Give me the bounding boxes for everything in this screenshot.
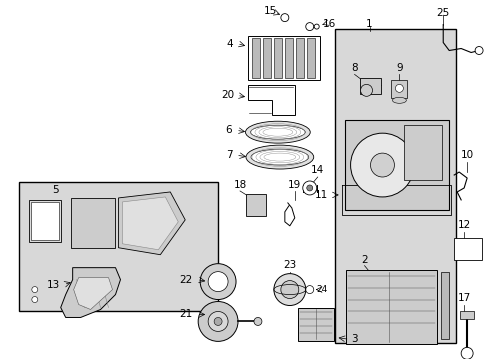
- Circle shape: [360, 84, 372, 96]
- Bar: [440, 272, 448, 339]
- Circle shape: [305, 23, 313, 31]
- Ellipse shape: [250, 149, 308, 165]
- Text: 15: 15: [264, 6, 277, 15]
- Bar: [344, 120, 448, 210]
- Text: 8: 8: [350, 63, 357, 73]
- Bar: [251, 37, 260, 78]
- Text: 7: 7: [225, 150, 232, 160]
- Circle shape: [306, 185, 312, 191]
- Circle shape: [253, 318, 262, 325]
- Text: 1: 1: [366, 19, 372, 28]
- Circle shape: [280, 14, 288, 22]
- Bar: [19, 182, 218, 311]
- Text: 23: 23: [283, 260, 296, 270]
- Text: 25: 25: [436, 8, 449, 18]
- Circle shape: [474, 46, 482, 54]
- Text: 3: 3: [350, 334, 357, 345]
- Text: 14: 14: [310, 165, 324, 175]
- Text: 13: 13: [47, 280, 60, 289]
- Ellipse shape: [245, 145, 313, 169]
- Text: 4: 4: [226, 39, 233, 49]
- Ellipse shape: [392, 97, 406, 103]
- Circle shape: [280, 280, 298, 298]
- Circle shape: [200, 264, 236, 300]
- Bar: [273, 37, 281, 78]
- Bar: [71, 198, 115, 248]
- Text: 2: 2: [361, 255, 367, 265]
- Circle shape: [208, 272, 227, 292]
- Circle shape: [460, 347, 472, 359]
- Text: 19: 19: [287, 180, 301, 190]
- Circle shape: [370, 153, 394, 177]
- Text: 24: 24: [315, 285, 326, 294]
- Circle shape: [395, 84, 403, 92]
- Bar: [247, 36, 319, 80]
- Bar: [459, 311, 473, 319]
- Text: 20: 20: [221, 90, 234, 100]
- Bar: [297, 307, 333, 341]
- Text: 12: 12: [457, 220, 470, 230]
- Circle shape: [350, 133, 413, 197]
- Ellipse shape: [245, 121, 309, 143]
- Bar: [29, 200, 61, 242]
- Circle shape: [314, 24, 319, 29]
- Circle shape: [32, 297, 38, 302]
- Ellipse shape: [250, 125, 305, 139]
- Polygon shape: [118, 192, 185, 255]
- Text: 10: 10: [460, 150, 473, 160]
- Bar: [263, 37, 270, 78]
- Text: 16: 16: [323, 19, 336, 28]
- Text: 21: 21: [179, 310, 192, 319]
- Circle shape: [302, 181, 316, 195]
- Text: 9: 9: [395, 63, 402, 73]
- Bar: [306, 37, 314, 78]
- Polygon shape: [247, 85, 294, 115]
- Text: 22: 22: [179, 275, 192, 285]
- Text: 18: 18: [233, 180, 246, 190]
- Circle shape: [305, 285, 313, 293]
- Bar: [295, 37, 303, 78]
- Circle shape: [214, 318, 222, 325]
- Bar: [334, 28, 455, 343]
- Polygon shape: [122, 197, 178, 250]
- Bar: [453, 238, 481, 260]
- Circle shape: [32, 287, 38, 293]
- Text: 5: 5: [52, 185, 59, 195]
- Circle shape: [208, 311, 227, 332]
- Circle shape: [273, 274, 305, 306]
- Polygon shape: [74, 278, 112, 310]
- Polygon shape: [61, 268, 120, 318]
- Bar: [390, 80, 407, 98]
- Bar: [345, 270, 436, 345]
- Bar: [285, 37, 292, 78]
- Bar: [404, 125, 441, 180]
- Text: 6: 6: [225, 125, 232, 135]
- Text: 17: 17: [457, 293, 470, 302]
- Text: 11: 11: [314, 190, 327, 200]
- Bar: [31, 202, 59, 240]
- Bar: [359, 78, 381, 94]
- Bar: [245, 194, 265, 216]
- Circle shape: [198, 302, 238, 341]
